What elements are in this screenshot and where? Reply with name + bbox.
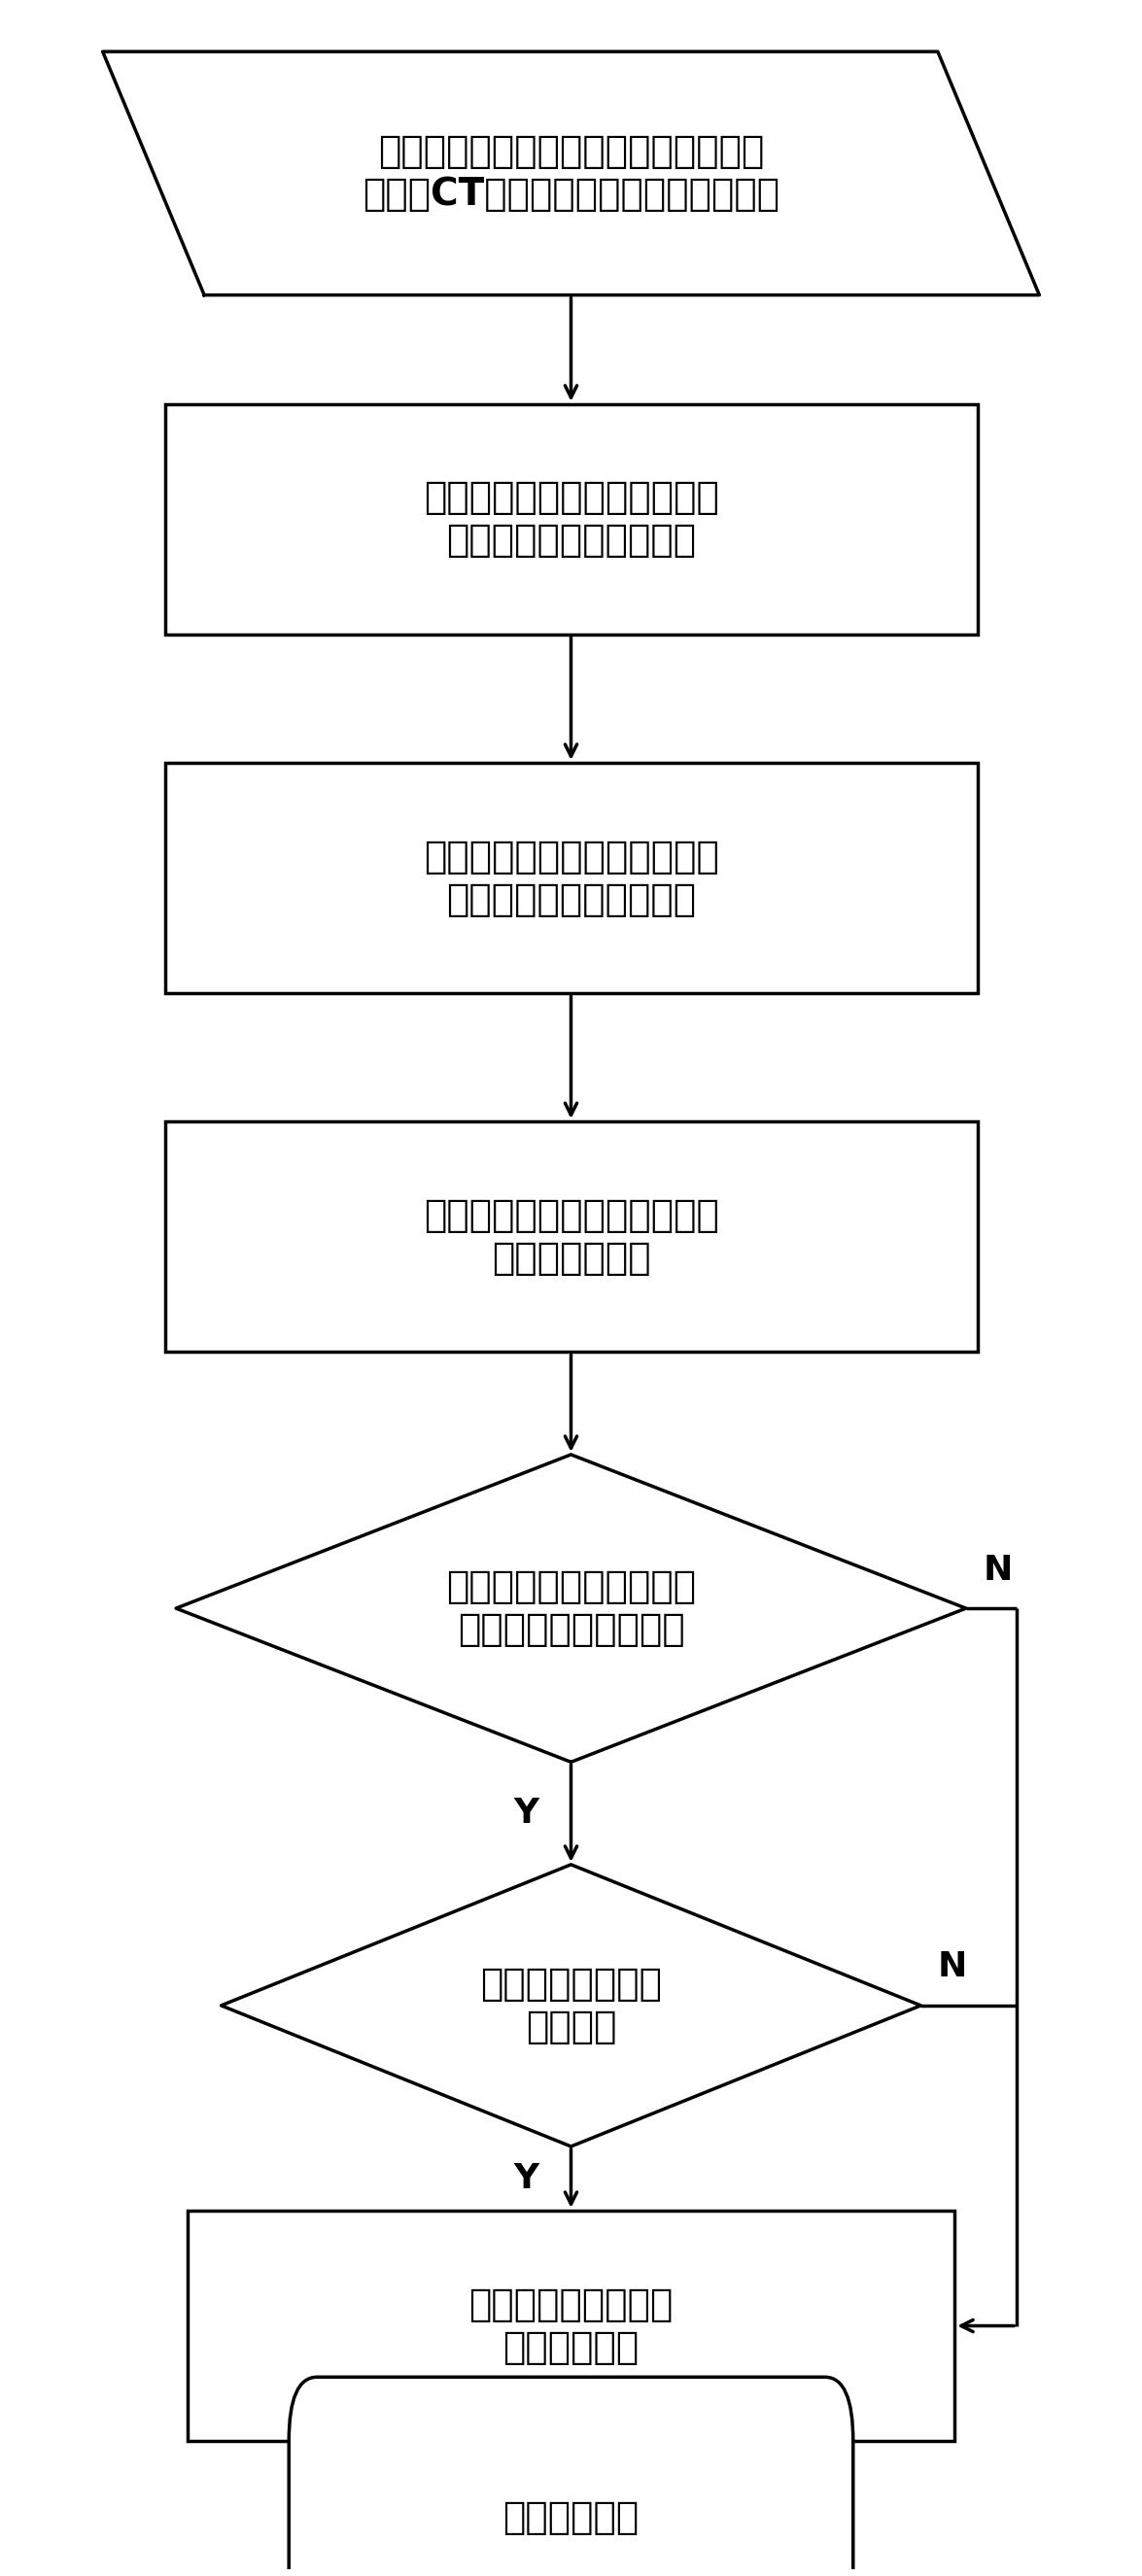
Polygon shape xyxy=(222,1865,920,2146)
Text: N: N xyxy=(938,1950,967,1984)
Text: 通过移相合成算法实现变压器
二次侧电流向一次侧归算: 通过移相合成算法实现变压器 二次侧电流向一次侧归算 xyxy=(424,837,718,917)
Text: N: N xyxy=(983,1553,1012,1587)
Bar xyxy=(164,404,978,634)
Text: 差动保护有效，切除
被保护变压器: 差动保护有效，切除 被保护变压器 xyxy=(468,2285,674,2365)
Bar xyxy=(164,762,978,994)
Text: 差动保护复归: 差动保护复归 xyxy=(502,2499,640,2537)
Text: Y: Y xyxy=(513,2161,539,2195)
Bar xyxy=(164,1121,978,1352)
Text: 结合电流差动量与制动量
判断是否满足动作条件: 结合电流差动量与制动量 判断是否满足动作条件 xyxy=(447,1569,695,1649)
Polygon shape xyxy=(103,52,1039,296)
Text: 差动保护逻辑闭锁
标志无效: 差动保护逻辑闭锁 标志无效 xyxy=(480,1965,662,2045)
Polygon shape xyxy=(176,1455,966,1762)
Text: 根据归算后电流进行电流差动
量与制动量计算: 根据归算后电流进行电流差动 量与制动量计算 xyxy=(424,1198,718,1278)
Text: 通过电流互感器采集变压器一
次侧、二次侧各绕组电流: 通过电流互感器采集变压器一 次侧、二次侧各绕组电流 xyxy=(424,479,718,559)
Bar xyxy=(187,2210,955,2442)
Text: 读取变压器一次侧与二次侧各绕组移相
角度、CT变比以及额定电压等初始参数: 读取变压器一次侧与二次侧各绕组移相 角度、CT变比以及额定电压等初始参数 xyxy=(362,134,780,214)
Text: Y: Y xyxy=(513,1798,539,1829)
FancyBboxPatch shape xyxy=(289,2378,853,2576)
